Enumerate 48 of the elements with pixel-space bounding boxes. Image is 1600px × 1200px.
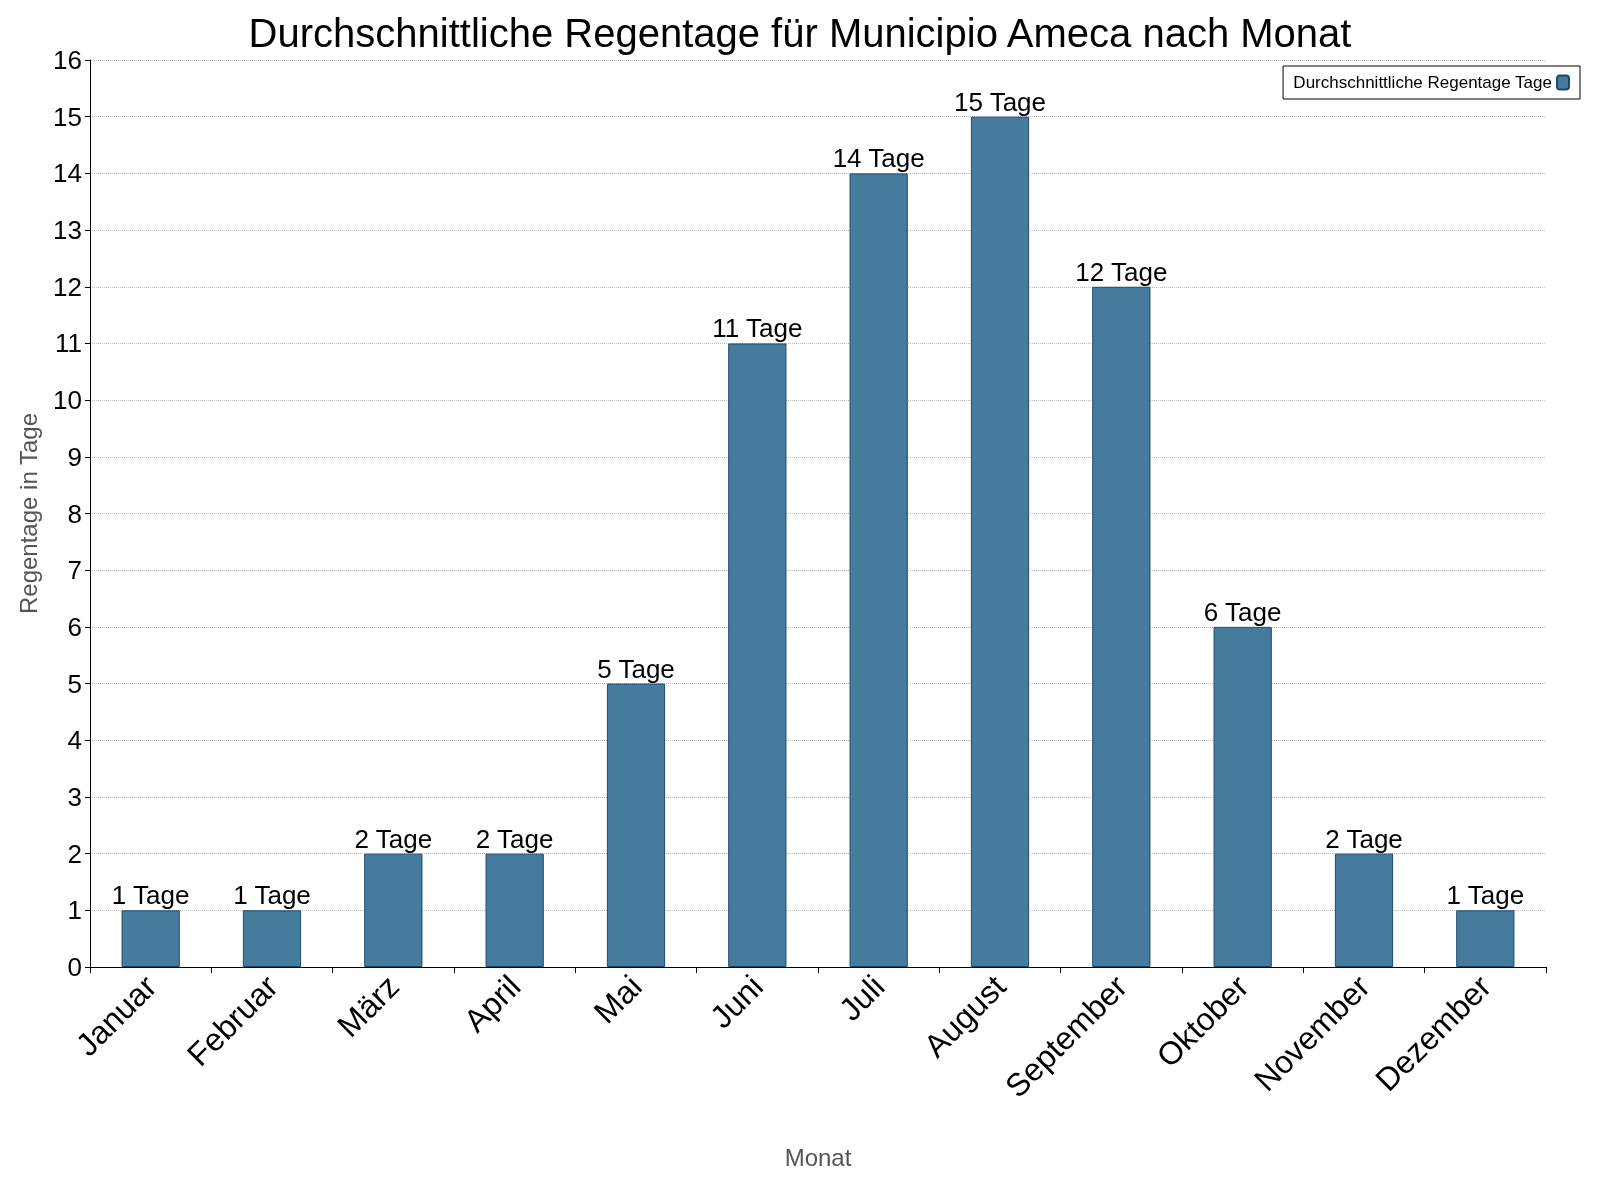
bar xyxy=(728,343,787,967)
y-tick-label: 10 xyxy=(53,385,82,416)
x-axis-title: Monat xyxy=(784,1143,852,1171)
y-tick-label: 8 xyxy=(67,498,82,529)
x-tick-label: Juli xyxy=(832,968,892,1028)
bar xyxy=(1334,853,1394,967)
y-tick-label: 7 xyxy=(67,555,82,586)
y-tick-label: 5 xyxy=(67,668,82,699)
y-tick-label: 2 xyxy=(67,838,82,869)
y-tick-label: 15 xyxy=(53,101,82,132)
y-tick-label: 6 xyxy=(67,611,82,642)
bar xyxy=(364,853,423,967)
bar xyxy=(849,173,908,967)
bar xyxy=(1456,910,1515,967)
x-tick-label: Juni xyxy=(703,968,771,1036)
bar xyxy=(1213,626,1272,967)
y-tick-label: 13 xyxy=(53,215,82,246)
y-tick-label: 11 xyxy=(55,328,82,359)
data-label: 2 Tage xyxy=(354,823,433,854)
y-tick-label: 12 xyxy=(53,271,82,302)
data-label: 1 Tage xyxy=(111,880,190,911)
legend-label: Durchschnittliche Regentage Tage xyxy=(1293,73,1552,92)
chart-title: Durchschnittliche Regentage für Municipio Ameca nach Monat xyxy=(248,11,1352,55)
y-tick-label: 16 xyxy=(53,45,82,75)
bar xyxy=(606,683,666,967)
data-label: 12 Tage xyxy=(1075,256,1168,287)
x-tick-label: Mai xyxy=(586,968,649,1031)
data-label: 6 Tage xyxy=(1203,596,1282,627)
data-label: 1 Tage xyxy=(233,880,311,911)
bar xyxy=(121,910,180,967)
y-axis-title: Regentage in Tage xyxy=(14,412,42,615)
data-label: 2 Tage xyxy=(475,823,554,854)
y-tick-label: 0 xyxy=(67,952,82,982)
bar xyxy=(242,910,302,967)
bar xyxy=(485,853,544,967)
y-tick-label: 14 xyxy=(53,158,82,189)
data-label: 5 Tage xyxy=(597,653,675,684)
bar xyxy=(970,116,1030,967)
data-label: 14 Tage xyxy=(832,143,925,174)
bar xyxy=(1092,286,1151,967)
data-label: 2 Tage xyxy=(1325,823,1403,854)
data-label: 11 Tage xyxy=(712,313,803,344)
data-label: 1 Tage xyxy=(1446,880,1525,911)
y-tick-label: 3 xyxy=(67,781,82,812)
y-tick-label: 1 xyxy=(67,895,82,926)
y-tick-label: 4 xyxy=(67,725,82,756)
y-tick-label: 9 xyxy=(67,441,82,472)
data-label: 15 Tage xyxy=(953,86,1047,117)
